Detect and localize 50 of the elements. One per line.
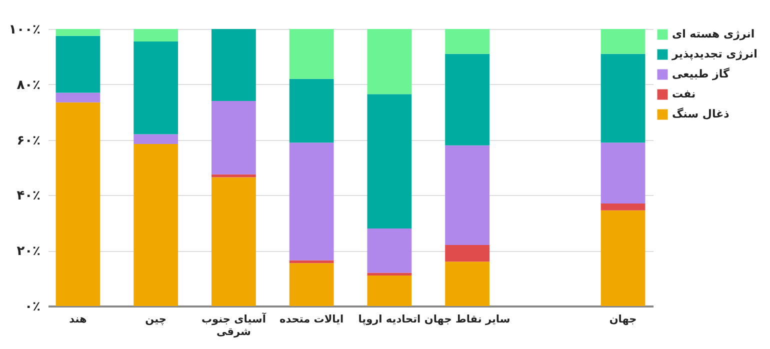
x-tick-label: ایالات متحده: [280, 314, 344, 326]
bar: [600, 54, 646, 143]
bar: [445, 145, 490, 246]
y-tick-label: ۴۰٪: [16, 188, 41, 204]
bar: [134, 134, 178, 144]
bar: [445, 29, 490, 54]
x-tick-label: هند: [69, 314, 87, 326]
x-tick-label: اتحادیه اروپا: [358, 314, 421, 326]
bar: [289, 78, 334, 143]
bar: [212, 174, 256, 178]
bar: [600, 204, 646, 210]
legend-label: انرژی هسته ای: [672, 28, 755, 40]
bar: [134, 144, 178, 306]
bar: [600, 29, 646, 54]
bar: [289, 263, 334, 306]
x-tick-label: آسیای جنوب شرقی: [201, 312, 266, 338]
bar: [289, 29, 334, 79]
y-tick-label: ۰٪: [24, 300, 41, 314]
bar: [600, 142, 646, 204]
bar: [56, 36, 100, 93]
bar: [367, 29, 412, 94]
legend-label: انرژی تجدیدپذیر: [671, 48, 758, 60]
bar: [134, 29, 178, 42]
bar: [445, 245, 490, 262]
bar: [367, 228, 412, 273]
bar: [56, 92, 100, 102]
y-tick-label: ۱۰۰٪: [8, 22, 41, 38]
bar: [212, 177, 256, 306]
bar: [445, 262, 490, 306]
bar: [134, 41, 178, 134]
x-tick-label: چین: [145, 314, 166, 326]
bar: [367, 272, 412, 276]
y-tick-label: ۸۰٪: [16, 78, 41, 93]
legend-label: ذغال سنگ: [672, 108, 730, 120]
legend-label: گاز طبیعی: [672, 68, 730, 80]
y-tick-label: ۶۰٪: [16, 133, 41, 148]
bar: [445, 54, 490, 146]
bar: [367, 276, 412, 306]
bar: [289, 260, 334, 264]
bar: [289, 142, 334, 260]
bar: [212, 101, 256, 174]
bar: [212, 29, 256, 102]
x-tick-label: جهان: [609, 314, 637, 326]
y-tick-label: ۲۰٪: [16, 244, 41, 260]
legend-label: نفت: [672, 88, 696, 100]
bar: [600, 210, 646, 306]
bar: [56, 102, 100, 306]
x-tick-label: سایر نقاط جهان: [424, 314, 510, 326]
bar: [56, 29, 100, 36]
bar: [367, 94, 412, 228]
